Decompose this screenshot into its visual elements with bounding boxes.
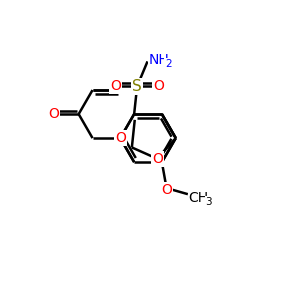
Text: CH: CH <box>189 191 209 205</box>
Text: O: O <box>115 131 126 145</box>
Text: S: S <box>132 79 142 94</box>
Text: O: O <box>154 79 164 93</box>
Text: NH: NH <box>149 52 170 67</box>
Text: O: O <box>110 79 121 93</box>
Text: O: O <box>48 107 59 121</box>
Text: O: O <box>152 152 163 166</box>
Text: O: O <box>161 183 172 197</box>
Text: 2: 2 <box>165 58 172 69</box>
Text: 3: 3 <box>206 197 212 207</box>
